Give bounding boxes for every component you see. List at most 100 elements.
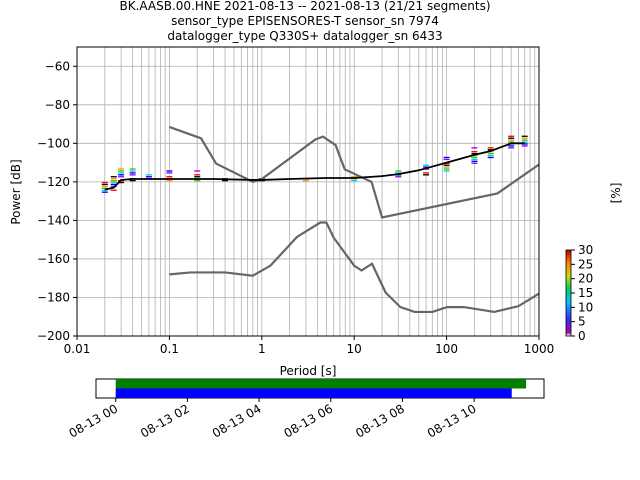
psd-density-cell bbox=[395, 178, 402, 180]
psd-density-cell bbox=[351, 176, 358, 178]
y-tick-label: −120 bbox=[37, 175, 70, 189]
psd-density-cell bbox=[351, 179, 358, 182]
ppsd-grid bbox=[76, 47, 539, 337]
x-tick-label: 1 bbox=[258, 342, 266, 356]
availability-tick-label: 08-13 00 bbox=[66, 401, 120, 440]
psd-density-cell bbox=[194, 174, 201, 176]
psd-density-cell bbox=[118, 181, 125, 184]
psd-density-cell bbox=[110, 179, 117, 182]
psd-density-cell bbox=[110, 178, 117, 180]
psd-density-cell bbox=[129, 172, 136, 174]
psd-density-cell bbox=[110, 181, 117, 184]
psd-density-cell bbox=[423, 170, 430, 172]
psd-density-cell bbox=[471, 152, 478, 155]
psd-density-cell bbox=[443, 164, 450, 166]
psd-density-cell bbox=[166, 170, 173, 172]
psd-density-cell bbox=[471, 160, 478, 162]
psd-density-cell bbox=[166, 174, 173, 176]
psd-density-cell bbox=[471, 158, 478, 161]
psd-density-cell bbox=[101, 185, 108, 188]
psd-density-cell bbox=[302, 179, 309, 182]
x-tick-label: 10 bbox=[347, 342, 362, 356]
availability-bar bbox=[115, 388, 512, 398]
availability-tick-label: 08-13 04 bbox=[210, 401, 264, 440]
colorbar-tick-label: 25 bbox=[578, 257, 593, 271]
availability-ticks: 08-13 00 08-13 02 08-13 04 08-13 06 08-13 08… bbox=[66, 398, 479, 441]
psd-density-cell bbox=[395, 172, 402, 174]
colorbar-tick-label: 30 bbox=[578, 243, 593, 257]
psd-density-cell bbox=[166, 172, 173, 174]
ppsd-plot-frame bbox=[76, 46, 540, 337]
psd-density-cell bbox=[129, 176, 136, 178]
psd-density-cell bbox=[101, 191, 108, 193]
psd-density-cell bbox=[508, 137, 515, 139]
psd-density-cell bbox=[222, 179, 229, 182]
psd-density-cell bbox=[521, 137, 528, 139]
availability-tick-label: 08-13 08 bbox=[353, 401, 407, 440]
psd-density-cell bbox=[471, 151, 478, 153]
psd-density-cell bbox=[443, 170, 450, 172]
y-tick-label: −100 bbox=[37, 136, 70, 150]
psd-density-cell bbox=[194, 170, 201, 172]
psd-density-cell bbox=[487, 152, 494, 155]
psd-density-cell bbox=[471, 149, 478, 151]
availability-bars bbox=[115, 379, 527, 398]
psd-density-cell bbox=[423, 172, 430, 174]
psd-density-cell bbox=[508, 141, 515, 143]
psd-density-cell bbox=[471, 156, 478, 159]
psd-density-cell bbox=[487, 145, 494, 147]
psd-density-cells bbox=[101, 135, 528, 193]
psd-density-cell bbox=[443, 160, 450, 162]
colorbar-tick-label: 20 bbox=[578, 272, 593, 286]
y-axis-label: Power [dB] bbox=[9, 159, 23, 224]
psd-density-cell bbox=[508, 145, 515, 147]
psd-density-cell bbox=[423, 164, 430, 166]
availability-bar bbox=[115, 379, 527, 389]
psd-density-cell bbox=[129, 174, 136, 176]
psd-density-cell bbox=[443, 158, 450, 161]
low-noise-model-line bbox=[169, 221, 540, 314]
high-noise-model-line bbox=[169, 125, 540, 219]
psd-density-cell bbox=[101, 183, 108, 186]
psd-density-cell bbox=[443, 168, 450, 170]
psd-density-cell bbox=[508, 149, 515, 151]
psd-density-cell bbox=[129, 179, 136, 182]
psd-density-cell bbox=[423, 174, 430, 176]
x-tick-label: 0.1 bbox=[160, 342, 179, 356]
psd-density-cell bbox=[129, 170, 136, 172]
y-tick-label: −80 bbox=[45, 98, 70, 112]
colorbar-tick-label: 15 bbox=[578, 286, 593, 300]
availability-tick-label: 08-13 10 bbox=[425, 401, 479, 440]
psd-density-cell bbox=[110, 183, 117, 186]
x-tick-label: 100 bbox=[435, 342, 458, 356]
psd-density-cell bbox=[487, 154, 494, 157]
y-tick-label: −60 bbox=[45, 59, 70, 73]
psd-density-cell bbox=[508, 135, 515, 137]
psd-density-cell bbox=[118, 176, 125, 178]
psd-density-cell bbox=[487, 147, 494, 149]
psd-density-cell bbox=[194, 176, 201, 178]
psd-density-cell bbox=[508, 147, 515, 149]
psd-density-cell bbox=[443, 166, 450, 168]
psd-density-cell bbox=[443, 156, 450, 159]
psd-density-cell bbox=[118, 178, 125, 180]
psd-density-cell bbox=[118, 168, 125, 170]
psd-density-cell bbox=[395, 170, 402, 172]
psd-density-cell bbox=[521, 139, 528, 141]
psd-density-cell bbox=[487, 149, 494, 151]
title-line-2: sensor_type EPISENSORES-T sensor_sn 7974 bbox=[171, 14, 439, 28]
psd-density-cell bbox=[145, 176, 152, 178]
psd-density-cell bbox=[110, 189, 117, 191]
psd-density-cell bbox=[521, 141, 528, 143]
psd-density-cell bbox=[145, 179, 152, 182]
psd-density-cell bbox=[395, 176, 402, 178]
psd-density-cell bbox=[471, 147, 478, 149]
psd-density-cell bbox=[101, 189, 108, 191]
availability-tick-label: 08-13 06 bbox=[282, 401, 336, 440]
psd-density-cell bbox=[521, 145, 528, 147]
psd-density-cell bbox=[101, 187, 108, 189]
y-tick-label: −200 bbox=[37, 329, 70, 343]
x-tick-label: 0.01 bbox=[64, 342, 91, 356]
